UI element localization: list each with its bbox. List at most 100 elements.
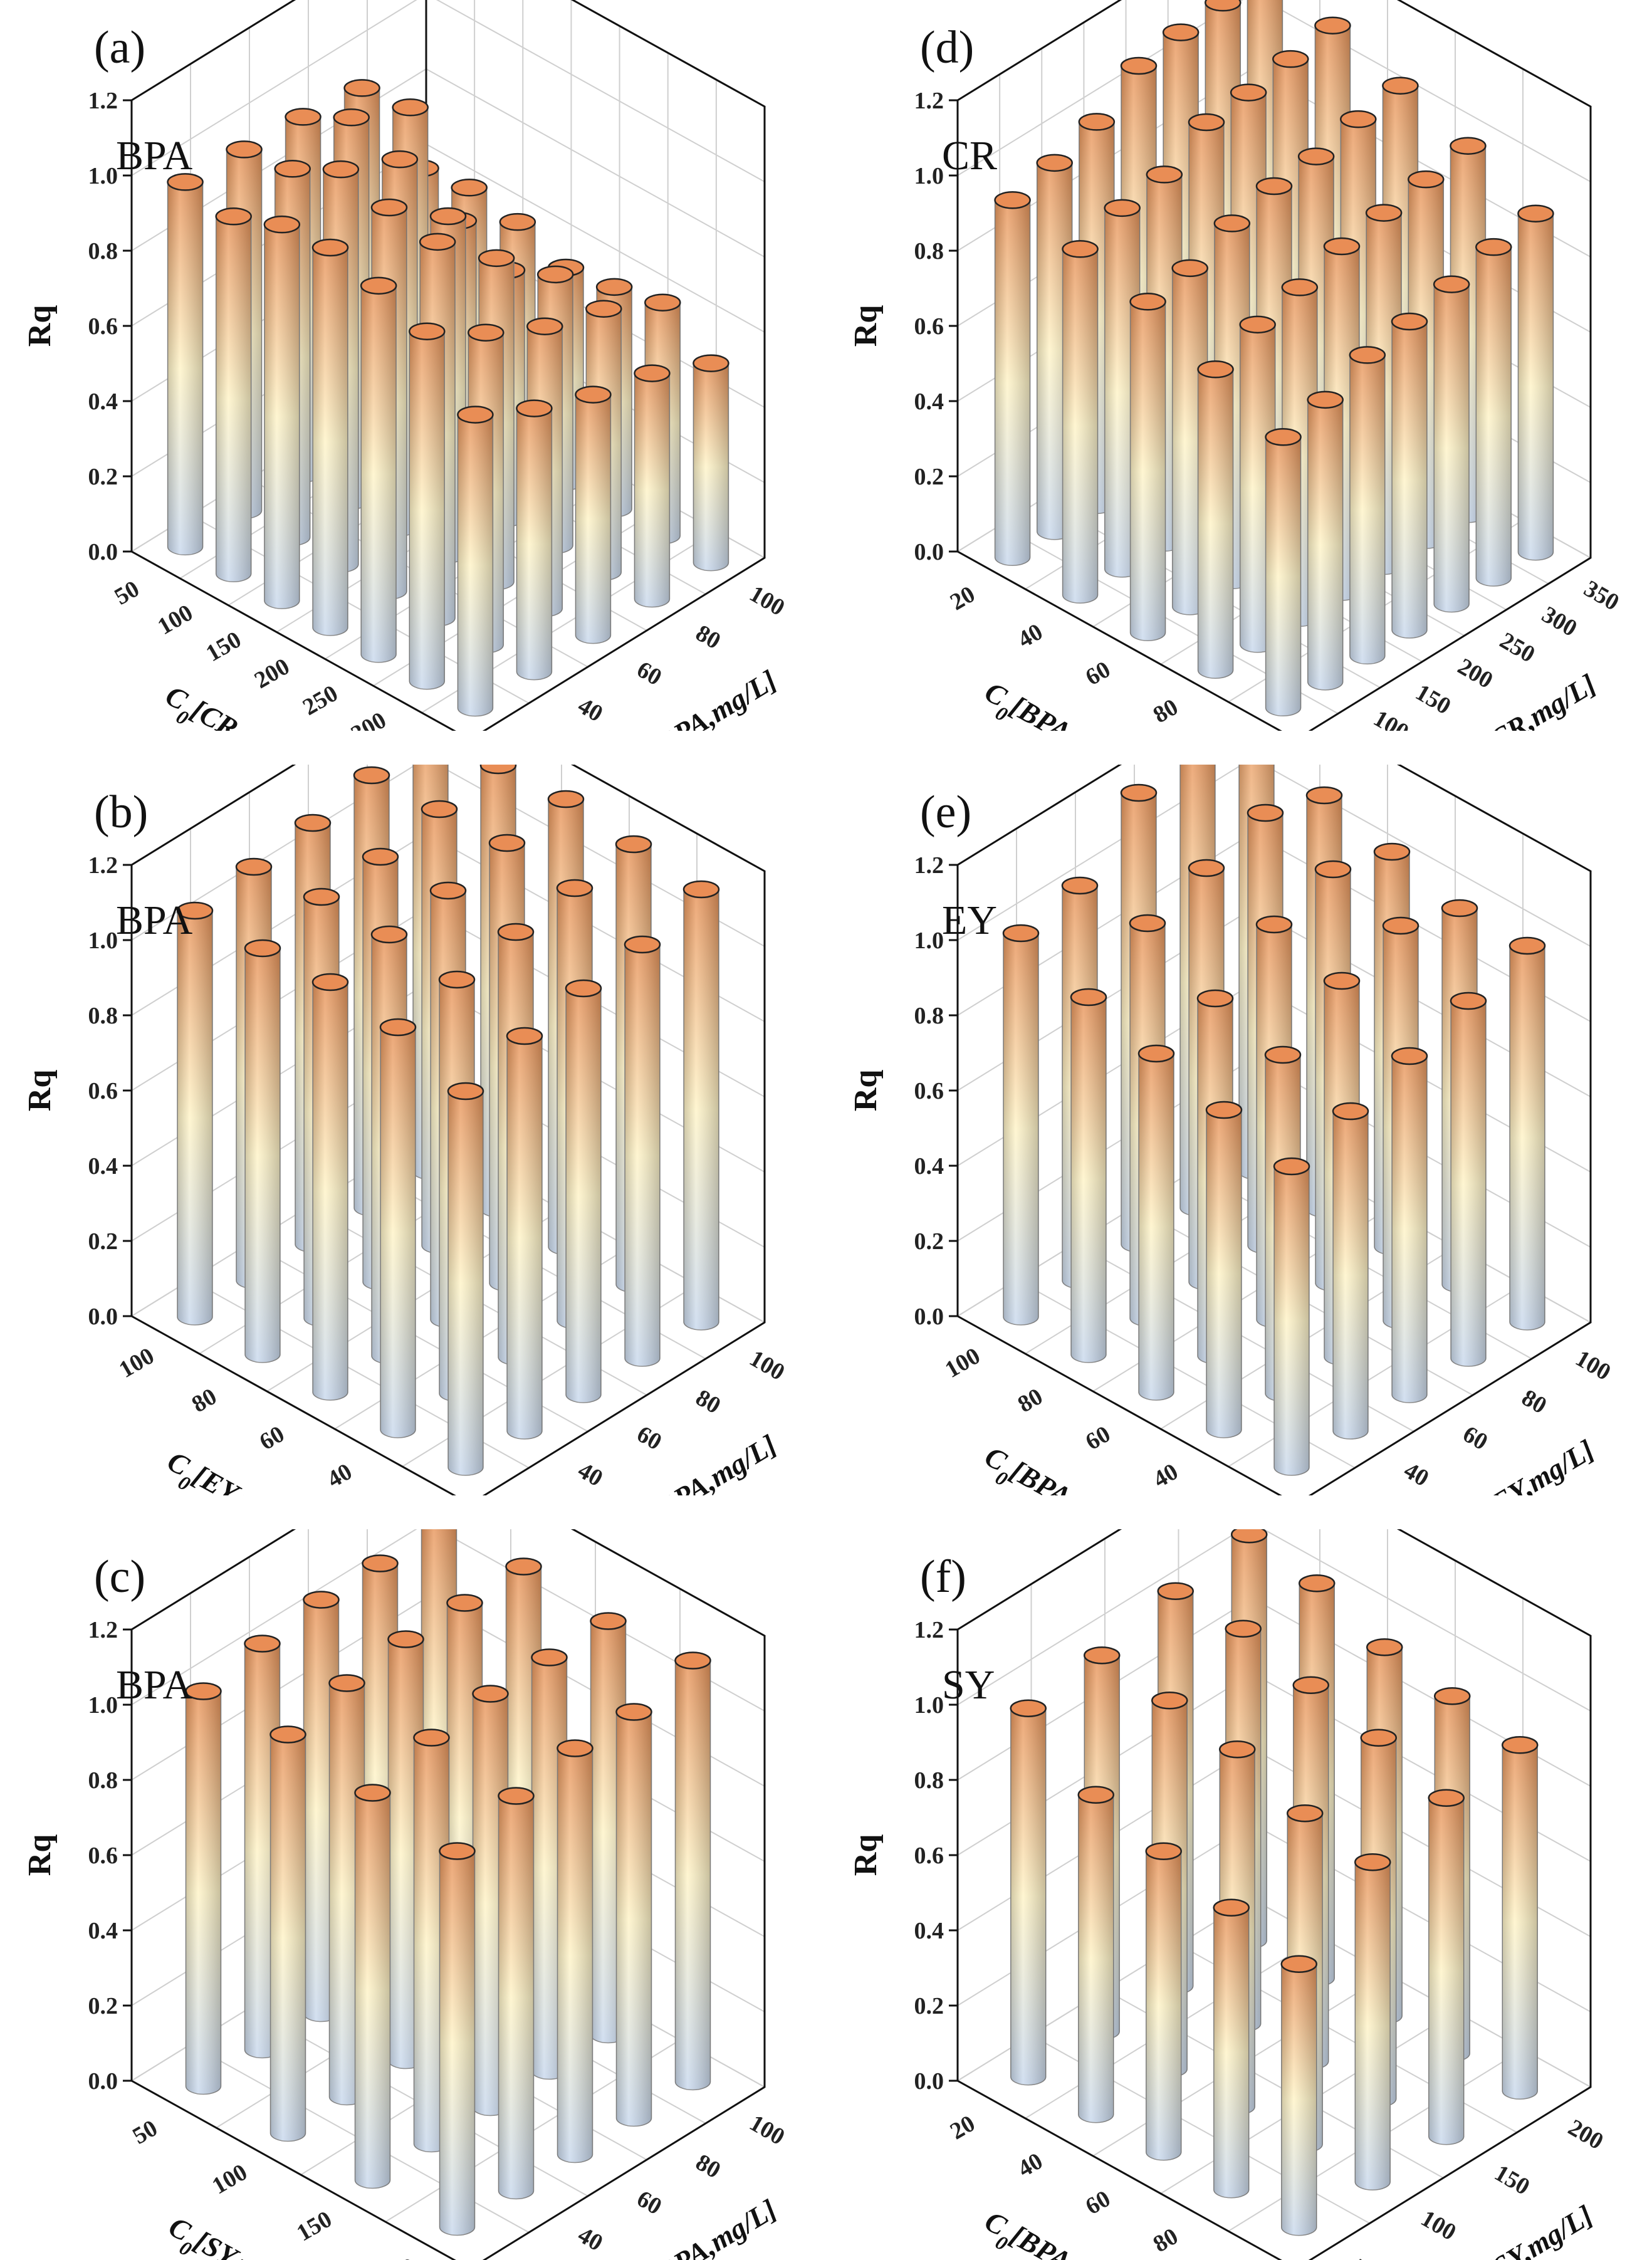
bar-cap bbox=[446, 1594, 483, 1612]
bar-cap bbox=[379, 1018, 417, 1037]
y-tick-label: 0.2 bbox=[914, 1993, 944, 2019]
bar-cap bbox=[226, 140, 263, 159]
bar-cap bbox=[1272, 50, 1309, 68]
y-axis-title: Rq bbox=[848, 305, 884, 347]
y-tick-label: 0.6 bbox=[88, 313, 118, 340]
bar-cap bbox=[429, 207, 467, 226]
bar-d-1-0 bbox=[1062, 240, 1099, 604]
bar-cap bbox=[1502, 1736, 1539, 1754]
bar-cap bbox=[244, 939, 281, 958]
x-axis-title: C0[EY,mg/L] bbox=[158, 1445, 311, 1495]
bar-cap bbox=[1188, 113, 1225, 132]
bar-cap bbox=[1061, 876, 1099, 895]
bar-shade bbox=[1139, 1054, 1174, 1400]
bar-cap bbox=[531, 1648, 568, 1666]
z-tick-label: 300 bbox=[1537, 601, 1581, 642]
x-axis-title: C0[CR,mg/L] bbox=[156, 679, 313, 731]
x-tick-label: 50 bbox=[128, 2115, 162, 2149]
y-tick-label: 0.2 bbox=[88, 1228, 118, 1255]
y-axis-title: Rq bbox=[848, 1070, 884, 1112]
y-tick-label: 0.4 bbox=[88, 389, 118, 415]
y-tick-label: 0.0 bbox=[88, 2068, 118, 2095]
bar-f-4-2 bbox=[1428, 1789, 1465, 2145]
bar-cap bbox=[1373, 842, 1411, 861]
axis-frame bbox=[956, 1529, 1592, 2260]
y-tick-label: 0.2 bbox=[914, 1228, 944, 1255]
bar-a-6-2 bbox=[575, 385, 612, 644]
y-tick-label: 0.2 bbox=[914, 464, 944, 490]
bar-shade bbox=[575, 394, 611, 644]
bar-e-4-4 bbox=[1508, 936, 1546, 1331]
bar-cap bbox=[263, 215, 301, 234]
z-tick-label: 80 bbox=[1517, 1384, 1551, 1419]
bar-b-0-0 bbox=[176, 901, 214, 1326]
z-tick-label: 20 bbox=[1341, 1494, 1374, 1495]
panel-series-label: BPA bbox=[116, 897, 193, 943]
bar-e-4-3 bbox=[1450, 991, 1487, 1367]
chart-panel-f: 0.0 0.2 0.4 0.6 0.8 1.0 1.2 Rq 20 40 60 80 100 50 100 1… bbox=[848, 1529, 1608, 2260]
y-tick-label: 1.2 bbox=[914, 88, 944, 114]
bar-cap bbox=[1162, 23, 1200, 41]
bar-c-2-0 bbox=[354, 1784, 391, 2189]
bar-f-4-1 bbox=[1354, 1853, 1391, 2190]
bar-cap bbox=[244, 1635, 281, 1653]
x-tick-label: 80 bbox=[187, 1383, 221, 1418]
bar-cap bbox=[1354, 1853, 1391, 1871]
z-tick-label: 200 bbox=[1564, 2114, 1608, 2155]
bar-cap bbox=[468, 323, 504, 342]
bar-cap bbox=[1323, 237, 1361, 256]
bar-shade bbox=[1434, 284, 1470, 612]
bar-cap bbox=[1366, 1638, 1403, 1656]
x-tick-label: 200 bbox=[250, 653, 294, 694]
z-axis-title: C0[SY,mg/L] bbox=[1454, 2199, 1603, 2260]
z-tick-label: 100 bbox=[1571, 1345, 1615, 1386]
z-tick-label: 50 bbox=[1348, 2254, 1382, 2260]
y-tick-label: 0.0 bbox=[88, 539, 118, 565]
bar-c-3-1 bbox=[498, 1787, 535, 2200]
bar-cap bbox=[185, 1682, 222, 1700]
x-tick-label: 20 bbox=[946, 2110, 980, 2145]
bar-cap bbox=[362, 1554, 399, 1572]
bar-cap bbox=[644, 293, 681, 311]
panel-letter: (d) bbox=[920, 22, 974, 73]
bar-shade bbox=[1071, 997, 1106, 1363]
bar-shade bbox=[1265, 437, 1301, 716]
z-tick-label: 100 bbox=[1369, 705, 1413, 731]
bar-cap bbox=[674, 1651, 711, 1670]
bar-shade bbox=[1274, 1166, 1309, 1475]
z-tick-label: 100 bbox=[745, 580, 789, 621]
bar-shade bbox=[498, 1796, 534, 2199]
z-tick-label: 80 bbox=[691, 620, 725, 654]
bar-a-6-0 bbox=[457, 405, 494, 717]
bar-cap bbox=[1265, 428, 1302, 446]
bar-cap bbox=[1475, 238, 1512, 256]
bar-shade bbox=[355, 1792, 390, 2189]
y-tick-label: 1.2 bbox=[88, 852, 118, 879]
z-tick-label: 60 bbox=[1458, 1421, 1492, 1455]
bar-f-4-3 bbox=[1502, 1736, 1539, 2100]
bar-cap bbox=[1120, 56, 1158, 75]
bar-d-4-3 bbox=[1391, 312, 1428, 639]
bar-cap bbox=[1010, 1699, 1047, 1717]
bar-f-3-0 bbox=[1213, 1898, 1250, 2199]
bar-shade bbox=[457, 414, 493, 716]
z-tick-label: 60 bbox=[632, 2185, 666, 2220]
bar-cap bbox=[1188, 859, 1225, 877]
bar-cap bbox=[413, 1729, 450, 1747]
bar-cap bbox=[1255, 915, 1293, 934]
bar-a-1-0 bbox=[215, 207, 252, 583]
bar-shade bbox=[557, 1748, 593, 2163]
panel-series-label: BPA bbox=[116, 1662, 193, 1708]
bar-cap bbox=[1305, 786, 1343, 805]
x-axis-title: C0[BPA,mg/L] bbox=[975, 1440, 1146, 1495]
x-tick-label: 100 bbox=[1211, 2257, 1255, 2260]
bar-cap bbox=[497, 923, 535, 941]
y-axis-title: Rq bbox=[22, 1834, 58, 1876]
z-tick-label: 80 bbox=[691, 2149, 725, 2184]
x-tick-label: 100 bbox=[207, 2159, 251, 2200]
bar-cap bbox=[1287, 1804, 1324, 1823]
bar-cap bbox=[526, 317, 563, 335]
bar-cap bbox=[1332, 1102, 1369, 1121]
bar-cap bbox=[353, 766, 390, 785]
bar-cap bbox=[1070, 988, 1107, 1007]
